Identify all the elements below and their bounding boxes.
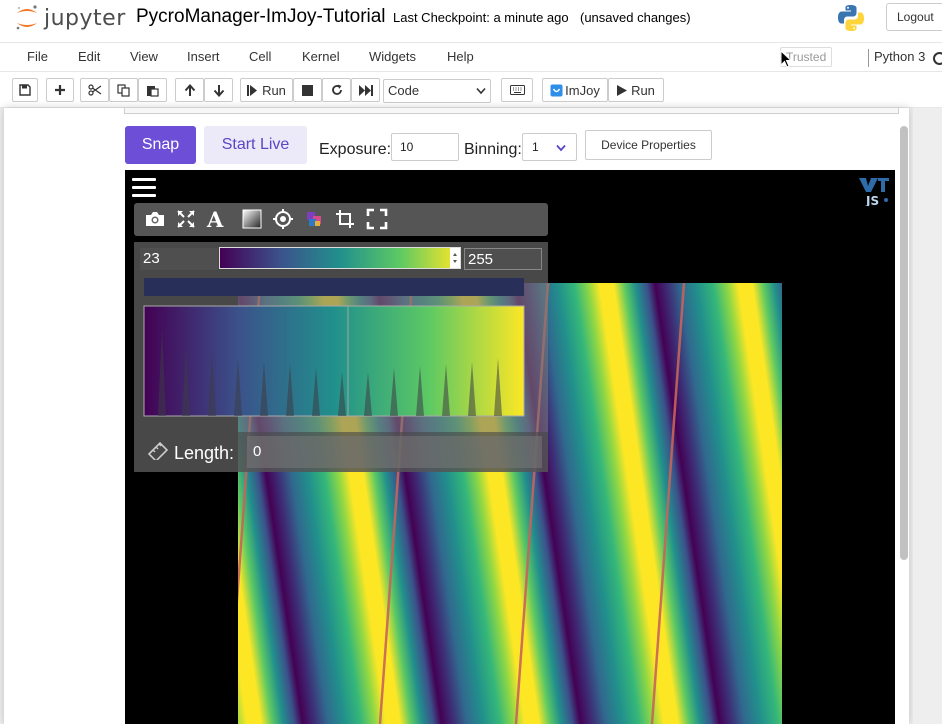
previous-cell-edge bbox=[124, 108, 899, 114]
save-icon bbox=[19, 84, 31, 96]
python-logo-icon bbox=[838, 5, 864, 31]
restart-kernel-button[interactable] bbox=[322, 78, 351, 102]
colormap-min-input[interactable]: 23 bbox=[140, 248, 218, 270]
length-value[interactable]: 0 bbox=[247, 436, 542, 468]
kernel-name[interactable]: Python 3 bbox=[874, 49, 926, 64]
jupyter-logo-icon bbox=[16, 5, 37, 30]
menu-kernel[interactable]: Kernel bbox=[302, 49, 340, 64]
imjoy-label: ImJoy bbox=[565, 82, 600, 98]
step-forward-icon bbox=[247, 84, 258, 96]
interrupt-kernel-button[interactable] bbox=[293, 78, 322, 102]
stop-icon bbox=[302, 84, 313, 96]
imjoy-run-label: Run bbox=[631, 82, 655, 98]
svg-text:JS: JS bbox=[865, 194, 879, 206]
exposure-label: Exposure: bbox=[319, 141, 392, 158]
autosave-status: (unsaved changes) bbox=[580, 10, 691, 25]
menu-view[interactable]: View bbox=[130, 49, 158, 64]
menu-widgets[interactable]: Widgets bbox=[369, 49, 416, 64]
viewer-menu-button[interactable] bbox=[132, 178, 156, 198]
image-viewer[interactable]: JS A 23 255 bbox=[125, 170, 895, 724]
imjoy-button[interactable]: ImJoy bbox=[542, 78, 608, 102]
intensity-histogram[interactable] bbox=[138, 278, 536, 428]
device-properties-button[interactable]: Device Properties bbox=[585, 130, 712, 160]
logout-button[interactable]: Logout bbox=[886, 3, 942, 31]
scissors-icon bbox=[87, 84, 101, 96]
measurement-panel: Length: 0 bbox=[134, 432, 548, 472]
notebook-toolbar: Run Code ImJoy Run bbox=[0, 72, 942, 108]
histogram-spikes bbox=[158, 328, 502, 416]
histogram-background bbox=[143, 305, 525, 417]
restart-run-all-button[interactable] bbox=[351, 78, 380, 102]
notebook-name[interactable]: PycroManager-ImJoy-Tutorial bbox=[136, 6, 386, 27]
svg-text:A: A bbox=[206, 208, 224, 230]
cut-button[interactable] bbox=[80, 78, 109, 102]
mouse-cursor-icon bbox=[780, 50, 792, 68]
run-label: Run bbox=[262, 82, 286, 98]
chevron-down-icon bbox=[556, 144, 566, 152]
length-label: Length: bbox=[174, 443, 235, 463]
colormap-select-handle[interactable] bbox=[450, 248, 460, 268]
jupyter-logo[interactable]: jupyter bbox=[14, 3, 126, 33]
copy-button[interactable] bbox=[109, 78, 138, 102]
vtkjs-logo-icon: JS bbox=[859, 178, 889, 206]
binning-value: 1 bbox=[532, 140, 539, 154]
menu-edit[interactable]: Edit bbox=[78, 49, 101, 64]
page-scrollbar-thumb[interactable] bbox=[900, 126, 908, 560]
crop-icon[interactable] bbox=[334, 208, 356, 230]
refresh-icon bbox=[331, 84, 342, 95]
menubar: File Edit View Insert Cell Kernel Widget… bbox=[0, 42, 942, 72]
colormap-icon[interactable] bbox=[303, 208, 325, 230]
imjoy-run-button[interactable]: Run bbox=[608, 78, 664, 102]
colormap-preset-select[interactable] bbox=[219, 247, 461, 269]
keyboard-icon bbox=[509, 85, 525, 95]
gradient-background-icon[interactable] bbox=[241, 208, 263, 230]
kernel-separator bbox=[868, 49, 869, 67]
imjoy-icon bbox=[550, 84, 563, 96]
reset-camera-icon[interactable] bbox=[175, 208, 197, 230]
annotation-text-icon[interactable]: A bbox=[205, 208, 227, 230]
menu-insert[interactable]: Insert bbox=[187, 49, 220, 64]
arrow-up-icon bbox=[184, 83, 195, 96]
colormap-range-panel: 23 255 bbox=[134, 242, 548, 432]
menu-file[interactable]: File bbox=[27, 49, 48, 64]
colormap-max-input[interactable]: 255 bbox=[464, 248, 542, 270]
jupyter-logo-text: jupyter bbox=[44, 5, 126, 31]
plus-icon bbox=[55, 85, 65, 95]
histogram-top-strip bbox=[144, 278, 524, 296]
play-icon bbox=[617, 84, 628, 96]
snap-button[interactable]: Snap bbox=[125, 126, 196, 164]
crosshair-icon[interactable] bbox=[272, 208, 294, 230]
run-cell-button[interactable]: Run bbox=[240, 78, 293, 102]
start-live-button[interactable]: Start Live bbox=[204, 126, 307, 164]
save-button[interactable] bbox=[12, 78, 38, 102]
notebook-header: jupyter PycroManager-ImJoy-Tutorial Last… bbox=[0, 0, 942, 42]
cell-type-select[interactable]: Code bbox=[383, 79, 491, 103]
camera-icon[interactable] bbox=[144, 208, 166, 230]
menu-cell[interactable]: Cell bbox=[249, 49, 272, 64]
up-down-arrows-icon bbox=[453, 253, 457, 263]
paste-button[interactable] bbox=[138, 78, 167, 102]
viewer-tools-bar: A bbox=[134, 203, 548, 236]
move-up-button[interactable] bbox=[175, 78, 204, 102]
exposure-input[interactable]: 10 bbox=[391, 133, 459, 161]
arrow-down-icon bbox=[213, 84, 224, 97]
page-scrollbar-track bbox=[913, 108, 942, 724]
paste-icon bbox=[147, 85, 159, 97]
fullscreen-icon[interactable] bbox=[366, 208, 388, 230]
binning-label: Binning: bbox=[464, 141, 522, 158]
menu-help[interactable]: Help bbox=[447, 49, 474, 64]
kernel-status-icon bbox=[933, 52, 942, 65]
checkpoint-status: Last Checkpoint: a minute ago bbox=[393, 10, 569, 25]
chevron-down-icon bbox=[476, 87, 486, 95]
cell-type-value: Code bbox=[388, 83, 420, 98]
fast-forward-icon bbox=[358, 84, 373, 96]
trusted-indicator[interactable]: Trusted bbox=[780, 47, 833, 67]
ruler-icon[interactable] bbox=[148, 442, 168, 460]
binning-select[interactable]: 1 bbox=[522, 133, 577, 161]
insert-cell-button[interactable] bbox=[46, 78, 74, 102]
command-palette-button[interactable] bbox=[501, 78, 533, 102]
copy-icon bbox=[117, 83, 130, 97]
move-down-button[interactable] bbox=[204, 78, 233, 102]
